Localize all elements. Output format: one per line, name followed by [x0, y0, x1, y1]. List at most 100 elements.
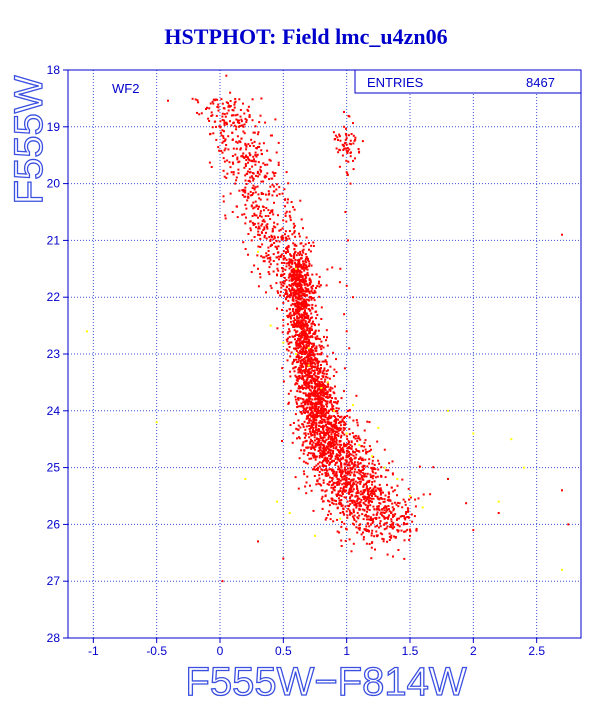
sequence-point — [350, 550, 353, 553]
sequence-point — [300, 267, 303, 270]
primary-point — [300, 307, 303, 310]
sequence-point — [328, 510, 331, 513]
sequence-point — [370, 476, 372, 479]
giant-branch-point — [221, 102, 224, 105]
sequence-point — [357, 502, 360, 505]
sequence-point — [368, 462, 370, 465]
sequence-point — [309, 327, 312, 330]
clump-point — [338, 149, 341, 152]
sequence-point — [359, 493, 362, 496]
x-tick-label: 0 — [217, 644, 224, 658]
sequence-point — [321, 469, 324, 472]
sequence-point — [336, 461, 338, 464]
giant-branch-point — [265, 224, 268, 227]
giant-branch-point — [219, 125, 222, 128]
giant-branch-point — [267, 209, 270, 212]
sequence-point — [329, 441, 331, 443]
giant-branch-point — [259, 272, 262, 275]
sequence-point — [342, 470, 345, 473]
giant-branch-point — [223, 119, 226, 122]
sequence-point — [294, 323, 297, 326]
sequence-point — [381, 508, 384, 511]
giant-branch-point — [252, 184, 255, 187]
sequence-point — [288, 287, 291, 290]
giant-branch-point — [255, 174, 257, 177]
sequence-point — [305, 356, 308, 359]
sequence-point — [326, 418, 329, 421]
sequence-point — [381, 533, 384, 536]
primary-point — [346, 239, 349, 242]
giant-branch-point — [215, 138, 218, 141]
giant-branch-point — [319, 284, 322, 287]
sequence-point — [316, 358, 319, 361]
giant-branch-point — [309, 250, 312, 253]
sequence-point — [309, 389, 312, 392]
giant-branch-point — [277, 269, 280, 272]
plot-frame — [67, 69, 582, 639]
primary-point — [295, 341, 297, 344]
sequence-point — [302, 452, 305, 455]
secondary-point — [371, 455, 373, 458]
sequence-point — [317, 442, 320, 445]
sequence-point — [343, 490, 346, 493]
sequence-point — [371, 459, 374, 462]
sequence-point — [297, 308, 300, 311]
giant-branch-point — [259, 246, 262, 248]
sequence-point — [318, 424, 321, 427]
sequence-point — [304, 411, 306, 414]
sequence-point — [344, 485, 347, 488]
sequence-point — [291, 268, 294, 271]
sequence-point — [346, 447, 349, 450]
sequence-point — [287, 251, 290, 253]
giant-branch-point — [241, 213, 244, 216]
sequence-point — [310, 322, 313, 325]
sequence-point — [303, 295, 306, 297]
sequence-point — [294, 293, 297, 296]
giant-branch-point — [223, 113, 226, 116]
sequence-point — [343, 421, 346, 424]
sequence-point — [328, 468, 331, 471]
primary-point — [282, 324, 285, 327]
sequence-point — [368, 421, 371, 424]
sequence-point — [348, 461, 351, 464]
primary-point — [257, 233, 259, 236]
sequence-point — [289, 253, 291, 256]
sequence-point — [303, 432, 306, 435]
sequence-point — [311, 402, 314, 405]
sequence-point — [293, 303, 296, 306]
sequence-point — [333, 474, 336, 477]
sequence-point — [326, 393, 329, 396]
sequence-point — [331, 501, 334, 504]
primary-point — [320, 421, 323, 424]
sequence-point — [334, 433, 336, 436]
sequence-point — [300, 355, 303, 358]
sequence-point — [321, 400, 324, 403]
sequence-point — [303, 386, 306, 389]
giant-branch-point — [212, 102, 215, 105]
sequence-point — [361, 513, 364, 516]
sequence-point — [371, 481, 374, 483]
giant-branch-point — [210, 111, 213, 114]
sequence-point — [401, 515, 404, 517]
sequence-point — [344, 470, 347, 473]
sequence-point — [353, 519, 356, 521]
sequence-point — [328, 463, 331, 466]
sequence-point — [324, 494, 327, 497]
giant-branch-point — [272, 260, 275, 262]
primary-point — [295, 324, 297, 327]
sequence-point — [303, 317, 306, 320]
sequence-point — [302, 411, 305, 414]
sequence-point — [297, 487, 300, 490]
sequence-point — [314, 336, 317, 339]
giant-branch-point — [278, 240, 281, 243]
sequence-point — [309, 452, 312, 455]
sequence-point — [301, 297, 304, 300]
giant-branch-point — [265, 237, 268, 240]
sequence-point — [338, 471, 341, 473]
sequence-point — [373, 535, 376, 538]
sequence-point — [282, 294, 285, 297]
sequence-point — [306, 376, 309, 379]
giant-branch-point — [272, 213, 275, 216]
sequence-point — [285, 285, 288, 288]
primary-point — [317, 438, 320, 441]
